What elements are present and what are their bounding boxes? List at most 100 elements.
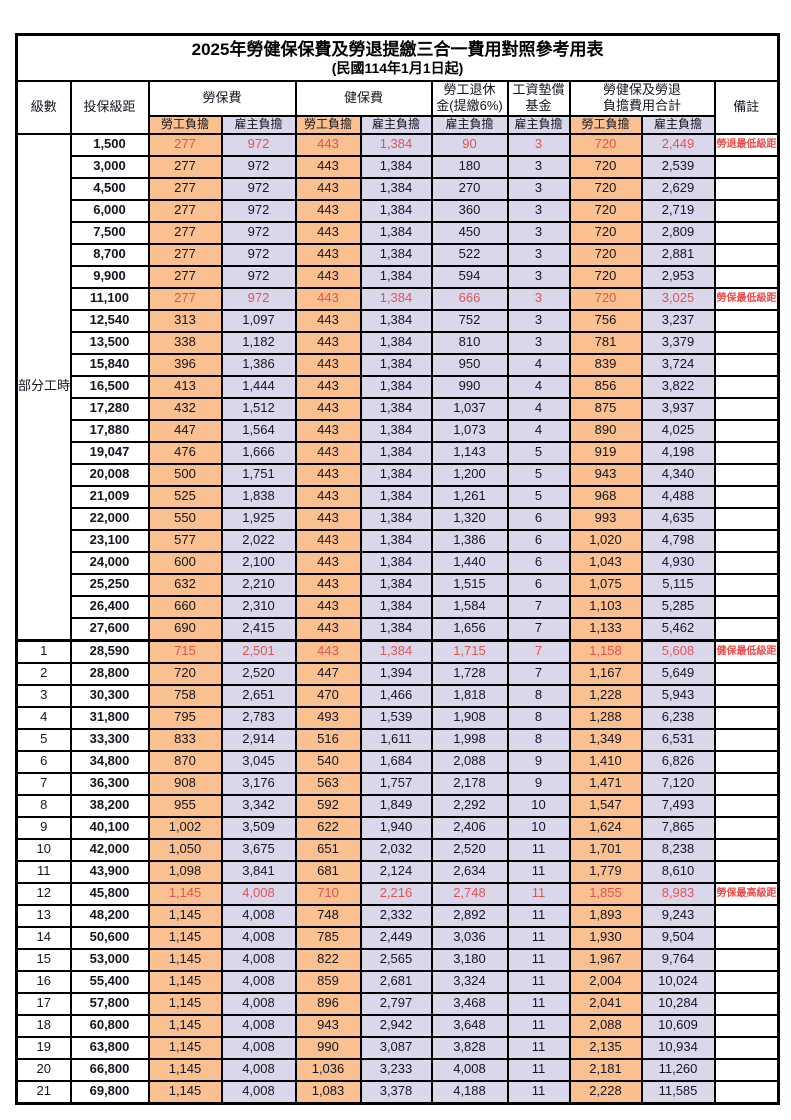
cell-total-employee: 856 (568, 374, 643, 399)
cell-total-employer: 2,809 (640, 220, 716, 245)
cell-labor-employee: 277 (147, 176, 223, 201)
cell-fund-employer: 3 (506, 308, 571, 333)
cell-fund-employer: 8 (506, 705, 571, 730)
cell-health-employee: 1,083 (294, 1079, 362, 1104)
cell-fund-employer: 6 (506, 506, 571, 531)
cell-remark (713, 1035, 780, 1060)
cell-bracket: 13,500 (69, 330, 150, 355)
cell-labor-employer: 2,914 (220, 727, 297, 752)
cell-total-employee: 1,701 (568, 837, 643, 862)
cell-labor-employee: 1,145 (147, 947, 223, 972)
cell-labor-employee: 277 (147, 198, 223, 223)
cell-fund-employer: 3 (506, 330, 571, 355)
cell-labor-employer: 3,176 (220, 771, 297, 796)
cell-labor-employee: 600 (147, 550, 223, 575)
subheader-health-employee: 勞工負擔 (294, 114, 362, 135)
cell-labor-employee: 1,145 (147, 969, 223, 994)
cell-labor-employer: 972 (220, 242, 297, 267)
cell-health-employee: 443 (294, 550, 362, 575)
cell-health-employer: 3,378 (359, 1079, 433, 1104)
cell-health-employer: 1,384 (359, 462, 433, 487)
cell-health-employee: 470 (294, 683, 362, 708)
cell-total-employee: 1,624 (568, 815, 643, 840)
header-wage-fund-line1: 工資墊償 (512, 82, 565, 97)
cell-total-employer: 11,260 (640, 1057, 716, 1082)
cell-level: 1 (15, 638, 72, 664)
table-row: 1 28,590 715 2,501 443 1,384 1,715 7 1,158 5,608 健… (15, 638, 780, 664)
cell-health-employee: 943 (294, 1013, 362, 1038)
cell-bracket: 15,840 (69, 352, 150, 377)
table-row: 部分工時 1,500 277 972 443 1,384 90 3 720 2,449 勞退最低級距 (15, 132, 780, 641)
cell-labor-employee: 720 (147, 661, 223, 686)
cell-health-employer: 1,384 (359, 352, 433, 377)
cell-health-employee: 896 (294, 991, 362, 1016)
cell-remark (713, 771, 780, 796)
cell-total-employer: 7,120 (640, 771, 716, 796)
cell-fund-employer: 3 (506, 242, 571, 267)
cell-remark: 勞保最高級距 (713, 881, 780, 906)
cell-labor-employer: 4,008 (220, 903, 297, 928)
cell-level: 10 (15, 837, 72, 862)
cell-pension-employer: 1,908 (430, 705, 509, 730)
header-pension-line2: 金(提繳6%) (436, 98, 503, 114)
cell-remark (713, 749, 780, 774)
cell-pension-employer: 1,200 (430, 462, 509, 487)
cell-total-employer: 10,934 (640, 1035, 716, 1060)
cell-fund-employer: 4 (506, 374, 571, 399)
cell-remark: 勞退最低級距 (713, 132, 780, 157)
cell-fund-employer: 6 (506, 528, 571, 553)
cell-health-employer: 1,384 (359, 264, 433, 289)
cell-health-employee: 443 (294, 572, 362, 597)
cell-labor-employer: 972 (220, 264, 297, 289)
cell-labor-employer: 4,008 (220, 881, 297, 906)
cell-remark (713, 1057, 780, 1082)
header-wage-fund: 工資墊償 基金 (506, 80, 571, 117)
cell-labor-employer: 1,666 (220, 440, 297, 465)
cell-labor-employee: 833 (147, 727, 223, 752)
cell-health-employer: 2,565 (359, 947, 433, 972)
cell-labor-employee: 1,145 (147, 903, 223, 928)
cell-total-employer: 3,937 (640, 396, 716, 421)
cell-total-employer: 2,881 (640, 242, 716, 267)
cell-pension-employer: 2,088 (430, 749, 509, 774)
cell-pension-employer: 4,188 (430, 1079, 509, 1104)
cell-pension-employer: 3,648 (430, 1013, 509, 1038)
cell-total-employer: 5,285 (640, 594, 716, 619)
cell-level: 12 (15, 881, 72, 906)
cell-bracket: 53,000 (69, 947, 150, 972)
cell-labor-employee: 577 (147, 528, 223, 553)
cell-health-employer: 1,684 (359, 749, 433, 774)
cell-remark (713, 264, 780, 289)
table-row: 25,250 632 2,210 443 1,384 1,515 6 1,075 5,115 (17, 572, 780, 597)
cell-labor-employee: 277 (147, 242, 223, 267)
table-body: 部分工時 1,500 277 972 443 1,384 90 3 720 2,449 勞退最低級距… (15, 132, 780, 1104)
cell-total-employee: 1,410 (568, 749, 643, 774)
cell-health-employee: 443 (294, 374, 362, 399)
cell-total-employee: 1,103 (568, 594, 643, 619)
cell-pension-employer: 3,180 (430, 947, 509, 972)
cell-total-employer: 10,284 (640, 991, 716, 1016)
cell-bracket: 24,000 (69, 550, 150, 575)
cell-total-employer: 4,635 (640, 506, 716, 531)
cell-total-employer: 4,930 (640, 550, 716, 575)
cell-fund-employer: 11 (506, 991, 571, 1016)
cell-pension-employer: 180 (430, 154, 509, 179)
cell-total-employee: 720 (568, 132, 643, 157)
cell-health-employer: 2,124 (359, 859, 433, 884)
cell-remark (713, 550, 780, 575)
cell-bracket: 63,800 (69, 1035, 150, 1060)
cell-total-employer: 4,488 (640, 484, 716, 509)
cell-labor-employee: 396 (147, 352, 223, 377)
cell-total-employee: 2,041 (568, 991, 643, 1016)
cell-health-employee: 443 (294, 440, 362, 465)
cell-total-employer: 3,025 (640, 286, 716, 311)
cell-health-employee: 443 (294, 462, 362, 487)
cell-level: 8 (15, 793, 72, 818)
cell-bracket: 17,880 (69, 418, 150, 443)
cell-total-employer: 2,449 (640, 132, 716, 157)
cell-health-employee: 563 (294, 771, 362, 796)
table-row: 8 38,200 955 3,342 592 1,849 2,292 10 1,547 7,493 (15, 793, 780, 818)
cell-total-employee: 1,967 (568, 947, 643, 972)
cell-fund-employer: 11 (506, 1035, 571, 1060)
header-share-row: 勞工負擔 雇主負擔 勞工負擔 雇主負擔 雇主負擔 雇主負擔 勞工負擔 雇主負擔 (17, 114, 779, 135)
